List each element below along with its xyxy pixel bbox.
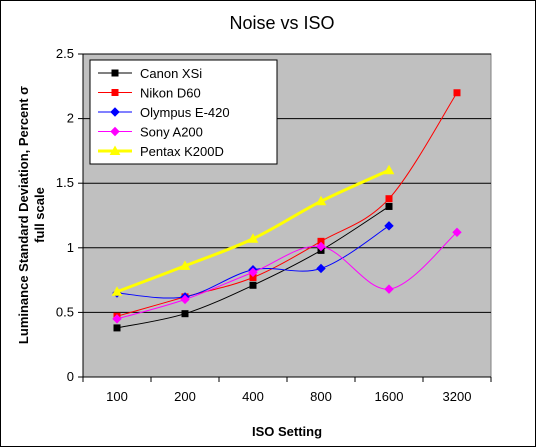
data-point-olympus-e-420 <box>384 221 394 231</box>
legend-item-pentax-k200d: Pentax K200D <box>98 144 224 159</box>
legend-label: Olympus E-420 <box>140 105 230 120</box>
data-point-sony-a200 <box>316 241 326 252</box>
y-tick-label: 1.5 <box>56 175 74 190</box>
legend-marker <box>109 145 121 155</box>
chart-title: Noise vs ISO <box>229 13 334 33</box>
data-point-pentax-k200d <box>111 286 123 296</box>
legend-marker <box>111 69 119 77</box>
y-tick-label: 2.5 <box>56 46 74 61</box>
series-pentax-k200d <box>111 164 395 296</box>
y-axis-title-line2: full scale <box>32 187 47 243</box>
y-axis-title-group: Luminance Standard Deviation, Percent σ … <box>16 86 47 344</box>
x-tick-label: 200 <box>174 389 196 404</box>
data-point-sony-a200 <box>384 284 394 294</box>
series-layer <box>111 89 462 332</box>
legend-marker <box>110 107 120 117</box>
axes: 0 0.5 1 1.5 2 2.5 100 200 400 800 1600 3200 <box>56 46 492 404</box>
data-point-pentax-k200d <box>247 233 259 243</box>
legend-item-canon-xsi: Canon XSi <box>98 66 202 81</box>
x-tick-label: 400 <box>242 389 264 404</box>
x-axis-title: ISO Setting <box>252 424 322 439</box>
y-tick-label: 1 <box>67 240 74 255</box>
y-tick-label: 0 <box>67 369 74 384</box>
series-sony-a200 <box>112 227 462 324</box>
x-tick-label: 800 <box>310 389 332 404</box>
series-canon-xsi <box>113 202 393 332</box>
data-point-canon-xsi <box>181 310 189 318</box>
y-tick-label: 0.5 <box>56 304 74 319</box>
legend-item-nikon-d60: Nikon D60 <box>98 86 201 101</box>
legend-label: Canon XSi <box>140 66 202 81</box>
legend-marker <box>110 126 120 137</box>
legend-marker <box>111 89 119 96</box>
data-point-sony-a200 <box>112 314 122 324</box>
series-line-sony-a200 <box>116 231 458 320</box>
data-point-olympus-e-420 <box>316 263 326 274</box>
y-tick-label: 2 <box>67 111 74 126</box>
x-tick-label: 3200 <box>443 389 472 404</box>
legend-item-olympus-e-420: Olympus E-420 <box>98 105 230 120</box>
data-point-canon-xsi <box>385 202 393 210</box>
x-tick-label: 1600 <box>375 389 404 404</box>
legend-item-sony-a200: Sony A200 <box>98 125 203 140</box>
data-point-sony-a200 <box>248 267 258 278</box>
y-axis-title-line1: Luminance Standard Deviation, Percent σ <box>16 86 31 344</box>
legend-label: Nikon D60 <box>140 86 201 101</box>
x-tick-label: 100 <box>106 389 128 404</box>
data-point-pentax-k200d <box>179 260 191 270</box>
data-point-nikon-d60 <box>385 195 393 203</box>
data-point-pentax-k200d <box>315 195 327 206</box>
data-point-nikon-d60 <box>453 89 461 97</box>
legend-label: Pentax K200D <box>140 144 224 159</box>
data-point-pentax-k200d <box>383 164 395 175</box>
data-point-canon-xsi <box>249 281 257 289</box>
data-point-sony-a200 <box>452 227 462 238</box>
legend: Canon XSi Nikon D60 Olympus E-420 Sony A200… <box>89 59 278 165</box>
legend-label: Sony A200 <box>140 125 203 140</box>
data-point-sony-a200 <box>180 294 190 305</box>
data-point-canon-xsi <box>113 324 121 332</box>
